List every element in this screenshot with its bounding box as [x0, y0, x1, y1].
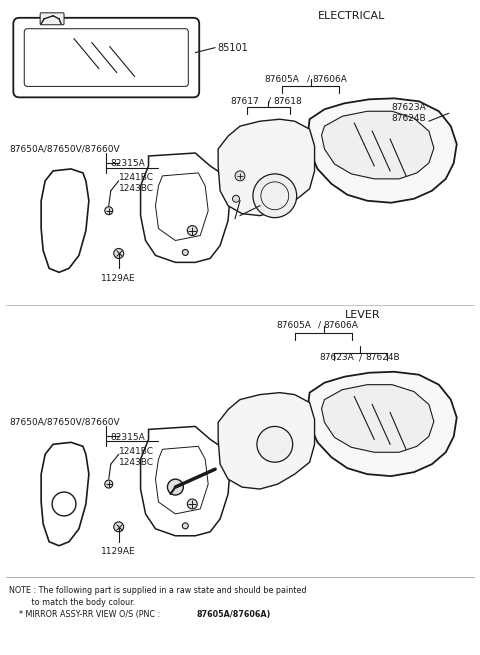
Circle shape: [232, 195, 240, 202]
Text: 87605A/87606A): 87605A/87606A): [196, 610, 271, 619]
Polygon shape: [322, 384, 434, 452]
Polygon shape: [322, 111, 434, 179]
Text: ELECTRICAL: ELECTRICAL: [318, 11, 385, 21]
Circle shape: [257, 426, 293, 462]
Text: 87606A: 87606A: [312, 75, 348, 84]
FancyBboxPatch shape: [40, 13, 64, 25]
Circle shape: [114, 248, 124, 259]
Text: 87624B: 87624B: [391, 114, 426, 122]
Text: 87650A/87650V/87660V: 87650A/87650V/87660V: [9, 145, 120, 153]
Circle shape: [105, 480, 113, 488]
Text: 87605A: 87605A: [265, 75, 300, 84]
Circle shape: [182, 250, 188, 255]
Circle shape: [105, 207, 113, 215]
Text: /: /: [318, 320, 321, 329]
Text: 87618: 87618: [274, 97, 302, 106]
Circle shape: [187, 225, 197, 236]
Text: 1241BC: 1241BC: [119, 447, 154, 456]
Text: 87650A/87650V/87660V: 87650A/87650V/87660V: [9, 418, 120, 427]
Text: 1129AE: 1129AE: [101, 547, 135, 556]
Text: 87623A: 87623A: [391, 103, 426, 112]
Text: 1241BC: 1241BC: [119, 174, 154, 182]
Circle shape: [187, 499, 197, 509]
Polygon shape: [308, 372, 457, 476]
Text: * MIRROR ASSY-RR VIEW O/S (PNC :: * MIRROR ASSY-RR VIEW O/S (PNC :: [9, 610, 163, 619]
Text: 1243BC: 1243BC: [119, 458, 154, 467]
Text: to match the body colour.: to match the body colour.: [9, 598, 135, 607]
Circle shape: [235, 171, 245, 181]
Text: 82315A: 82315A: [111, 433, 145, 442]
Circle shape: [182, 523, 188, 529]
Text: 87605A: 87605A: [277, 320, 312, 329]
Text: 85101: 85101: [217, 43, 248, 52]
Text: 87623A: 87623A: [320, 353, 354, 362]
Circle shape: [114, 522, 124, 532]
Text: 87606A: 87606A: [324, 320, 359, 329]
Text: 1243BC: 1243BC: [119, 184, 154, 193]
Text: /: /: [360, 353, 362, 362]
Text: 87624B: 87624B: [365, 353, 400, 362]
Text: 82315A: 82315A: [111, 159, 145, 168]
Text: 87617: 87617: [230, 97, 259, 106]
Text: 1129AE: 1129AE: [101, 274, 135, 283]
Polygon shape: [218, 392, 314, 489]
Polygon shape: [308, 98, 457, 203]
Circle shape: [253, 174, 297, 217]
Text: NOTE : The following part is supplied in a raw state and should be painted: NOTE : The following part is supplied in…: [9, 586, 307, 595]
Text: /: /: [268, 97, 271, 106]
Text: /: /: [307, 75, 310, 84]
Polygon shape: [218, 119, 314, 215]
Circle shape: [168, 479, 183, 495]
Text: LEVER: LEVER: [344, 310, 380, 320]
